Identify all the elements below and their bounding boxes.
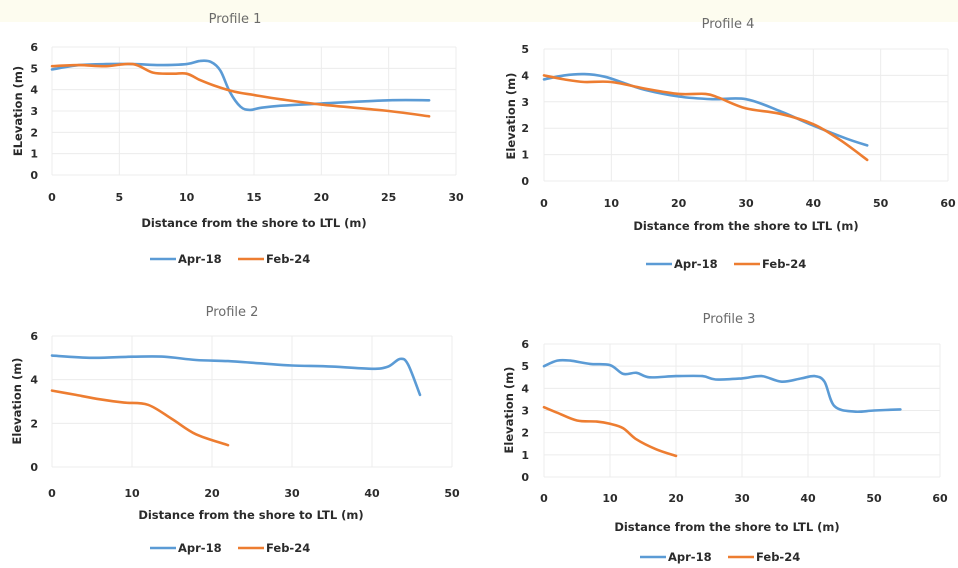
x-tick-label: 0 [540, 197, 548, 210]
x-tick-label: 30 [284, 487, 300, 500]
x-tick-label: 25 [381, 191, 396, 204]
x-tick-label: 10 [179, 191, 195, 204]
x-tick-label: 30 [448, 191, 464, 204]
x-tick-label: 10 [602, 492, 618, 505]
x-tick-label: 20 [671, 197, 687, 210]
x-tick-label: 40 [800, 492, 816, 505]
series-line-apr-18 [50, 354, 422, 397]
series-line-feb-24 [542, 405, 678, 458]
y-tick-label: 5 [30, 62, 38, 75]
series-line-apr-18 [542, 358, 902, 414]
y-tick-label: 2 [521, 122, 529, 135]
legend-label: Feb-24 [756, 550, 800, 564]
x-tick-label: 60 [940, 197, 956, 210]
x-axis-label: Distance from the shore to LTL (m) [633, 219, 858, 233]
top-band [0, 0, 958, 22]
x-tick-label: 10 [604, 197, 620, 210]
x-tick-label: 20 [204, 487, 220, 500]
x-tick-label: 20 [668, 492, 684, 505]
series-line-feb-24 [50, 62, 431, 118]
legend-label: Feb-24 [266, 252, 310, 266]
y-axis-label: Elevation (m) [504, 73, 518, 160]
y-tick-label: 4 [30, 84, 38, 97]
y-axis-label: Elevation (m) [10, 358, 24, 445]
x-axis-label: Distance from the shore to LTL (m) [138, 508, 363, 522]
x-tick-label: 15 [246, 191, 261, 204]
x-tick-label: 50 [866, 492, 882, 505]
chart-title: Profile 1 [209, 12, 262, 27]
x-tick-label: 30 [734, 492, 750, 505]
legend-label: Feb-24 [266, 541, 310, 555]
legend-label: Feb-24 [762, 257, 806, 271]
chart-title: Profile 3 [703, 312, 756, 327]
y-tick-label: 6 [30, 330, 38, 343]
x-tick-label: 60 [932, 492, 948, 505]
x-tick-label: 40 [364, 487, 380, 500]
series-line-apr-18 [542, 72, 869, 147]
x-tick-label: 0 [48, 191, 56, 204]
x-tick-label: 5 [116, 191, 124, 204]
chart-1: Profile 1 0 1 2 3 4 5 6 0 5 10 15 20 25 30 Distance fro… [11, 12, 464, 266]
legend-label: Apr-18 [178, 541, 222, 555]
y-tick-label: 5 [521, 360, 529, 373]
y-tick-label: 4 [521, 382, 529, 395]
y-tick-label: 2 [521, 427, 529, 440]
y-tick-label: 1 [521, 449, 529, 462]
y-tick-label: 2 [30, 417, 38, 430]
legend-label: Apr-18 [178, 252, 222, 266]
chart-3: Profile 2 0 2 4 6 0 10 20 30 40 50 Distance from th… [10, 305, 460, 555]
y-tick-label: 1 [30, 148, 38, 161]
y-tick-label: 3 [521, 96, 529, 109]
y-axis-label: ELevation (m) [11, 66, 25, 156]
y-tick-label: 0 [30, 169, 38, 182]
x-axis-label: Distance from the shore to LTL (m) [141, 216, 366, 230]
x-tick-label: 0 [48, 487, 56, 500]
y-tick-label: 5 [521, 43, 529, 56]
series-line-feb-24 [50, 389, 230, 447]
y-axis-label: Elevation (m) [502, 367, 516, 454]
x-tick-label: 10 [124, 487, 140, 500]
legend-label: Apr-18 [674, 257, 718, 271]
x-tick-label: 30 [738, 197, 754, 210]
y-tick-label: 6 [30, 41, 38, 54]
x-tick-label: 0 [540, 492, 548, 505]
y-tick-label: 1 [521, 149, 529, 162]
series-line-feb-24 [542, 74, 869, 162]
y-tick-label: 4 [30, 374, 38, 387]
y-tick-label: 0 [30, 461, 38, 474]
x-tick-label: 50 [873, 197, 889, 210]
legend-label: Apr-18 [668, 550, 712, 564]
y-tick-label: 3 [521, 405, 529, 418]
x-tick-label: 20 [314, 191, 330, 204]
y-tick-label: 0 [521, 175, 529, 188]
y-tick-label: 6 [521, 338, 529, 351]
x-tick-label: 50 [444, 487, 460, 500]
chart-title: Profile 4 [702, 17, 755, 32]
x-tick-label: 40 [806, 197, 822, 210]
y-tick-label: 2 [30, 126, 38, 139]
chart-title: Profile 2 [206, 305, 259, 320]
y-tick-label: 3 [30, 105, 38, 118]
y-tick-label: 4 [521, 69, 529, 82]
x-axis-label: Distance from the shore to LTL (m) [614, 520, 839, 534]
y-tick-label: 0 [521, 471, 529, 484]
